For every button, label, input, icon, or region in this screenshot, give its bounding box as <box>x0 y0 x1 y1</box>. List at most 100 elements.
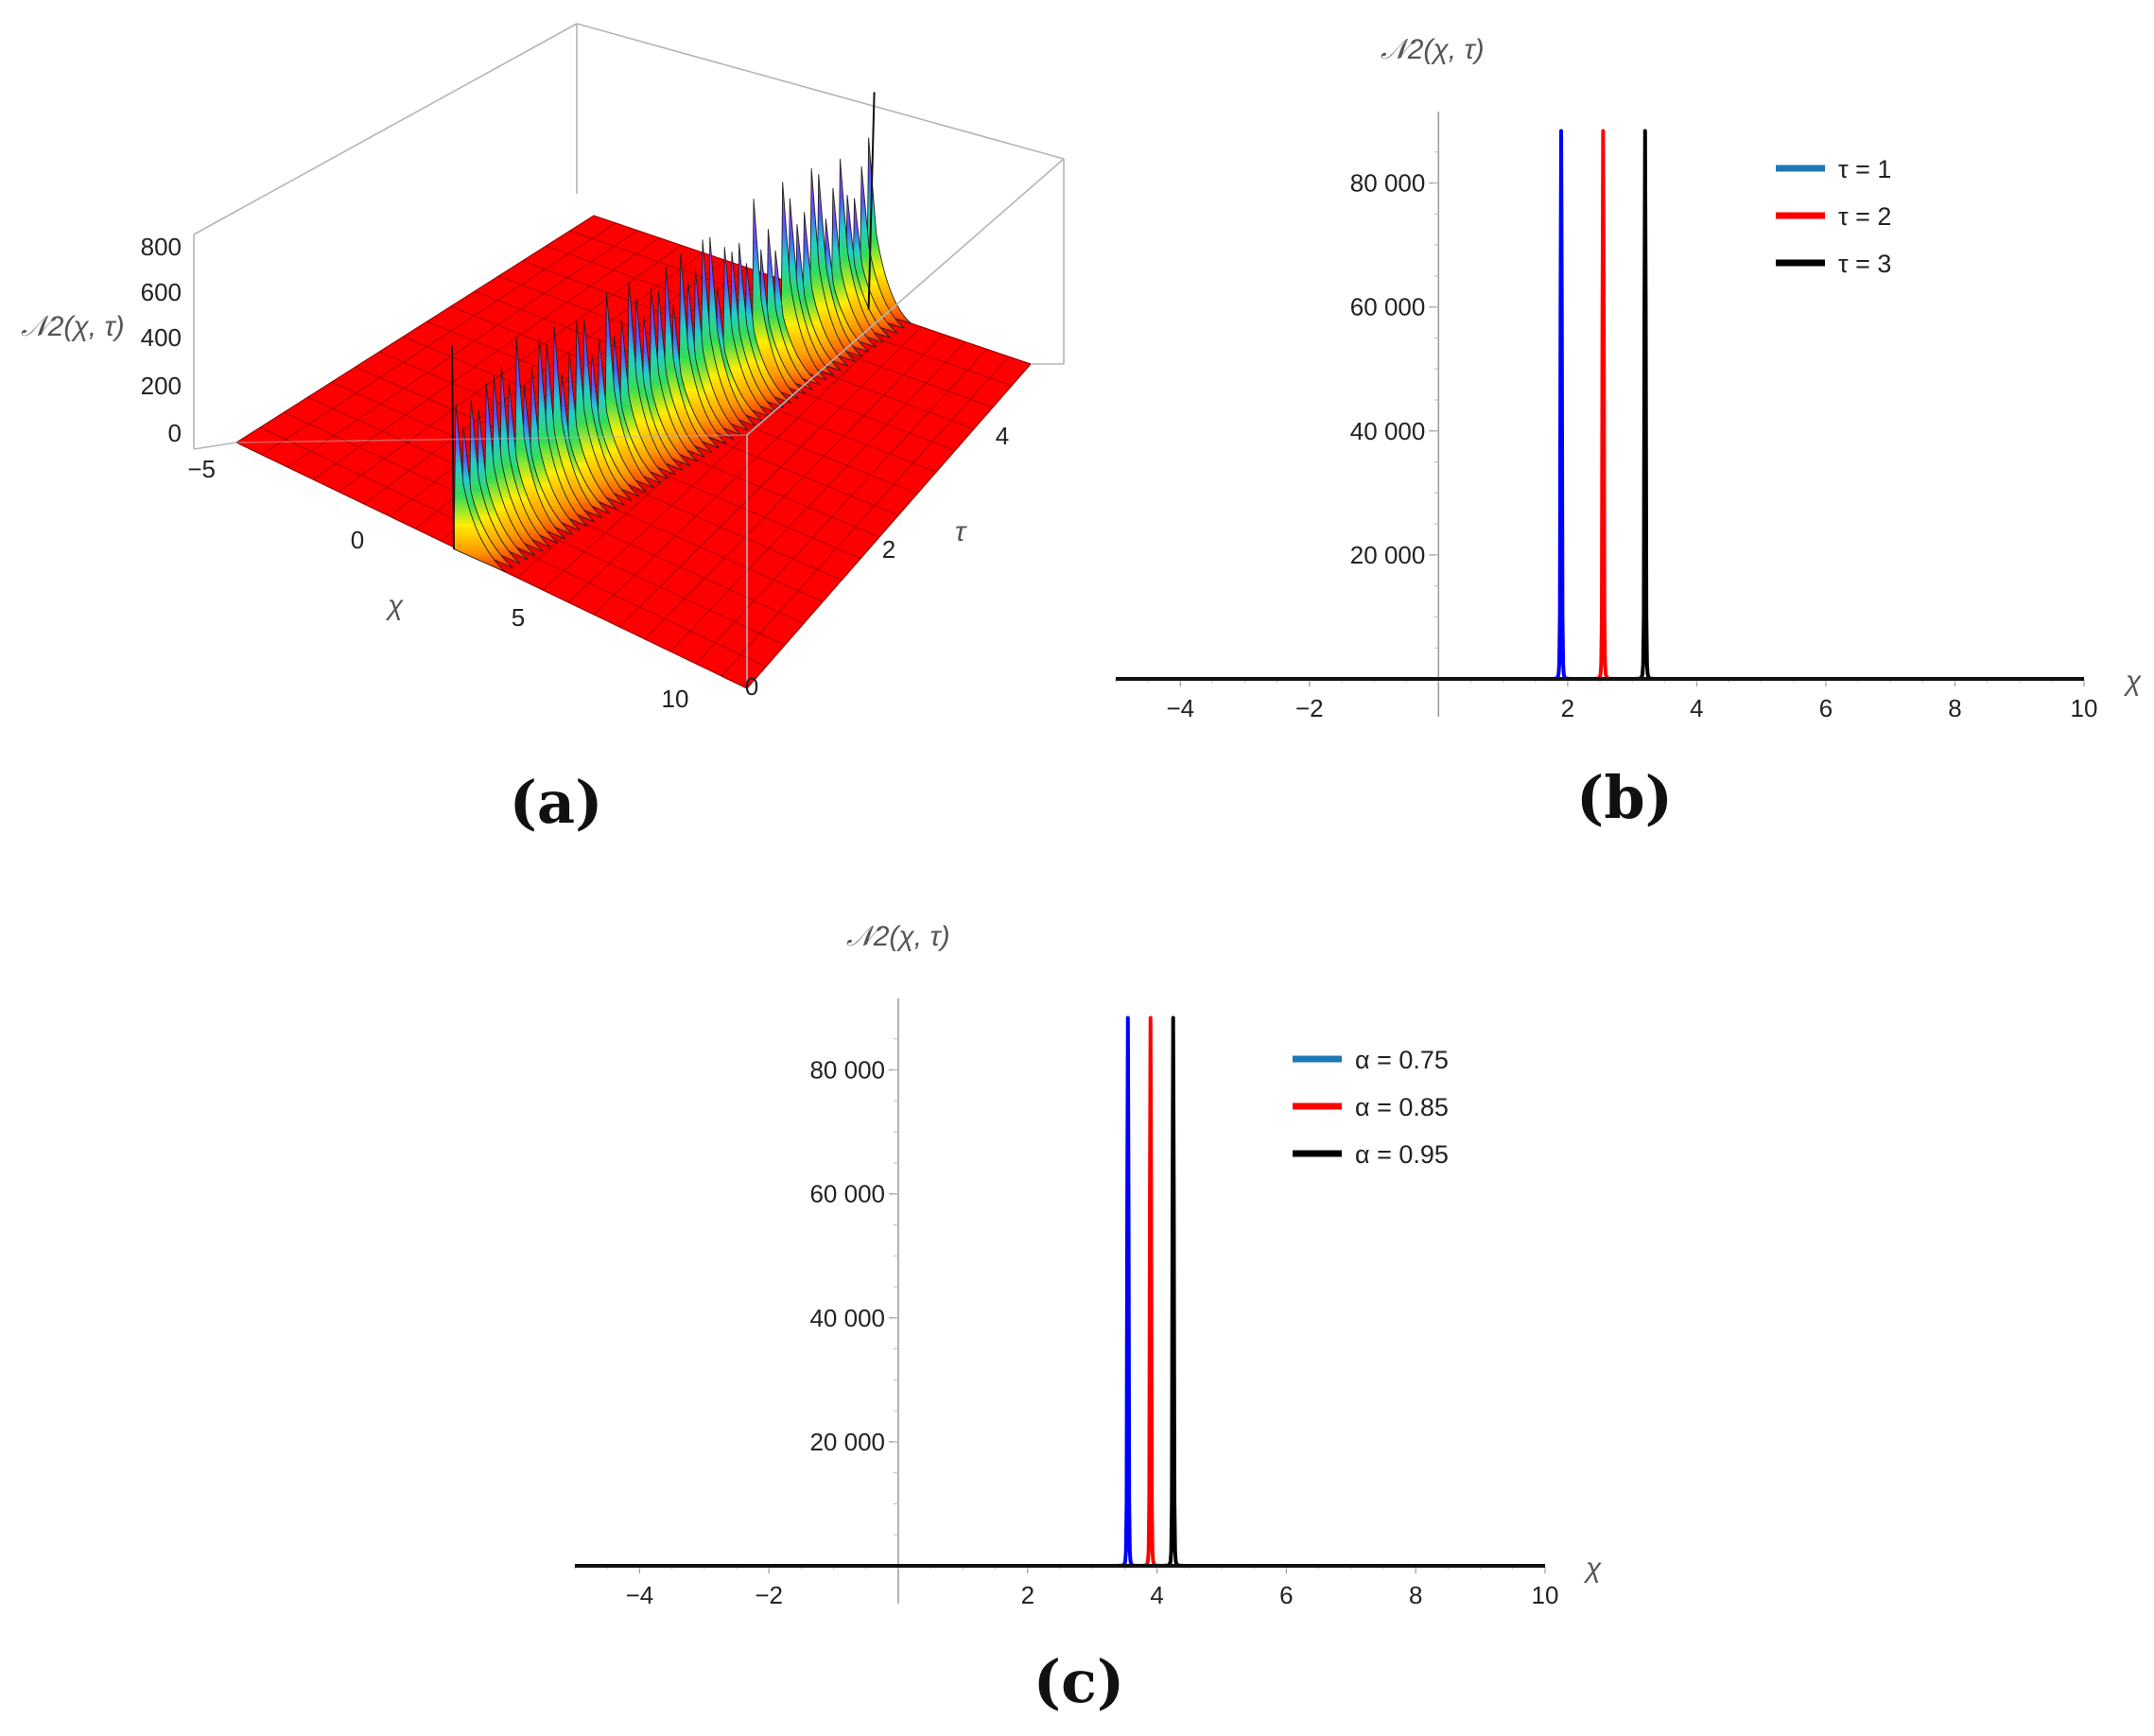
ridge-spike <box>859 165 905 329</box>
grid-line-x <box>721 356 1010 677</box>
ridge-spike <box>453 404 506 573</box>
panel-label-b: (b) <box>1576 763 1673 832</box>
ridge-spike <box>780 182 827 381</box>
x-tick-label: −4 <box>626 1581 654 1609</box>
ridge-spike <box>830 187 877 348</box>
y-tick-label: 40 000 <box>809 1304 885 1332</box>
ridge-spikes <box>451 92 912 573</box>
ridge-spike <box>808 167 856 362</box>
panel-b-series <box>1114 129 2086 681</box>
panel-label-a: (a) <box>510 768 603 837</box>
legend-label: α = 0.85 <box>1355 1093 1449 1121</box>
x-tick-5: 5 <box>512 603 525 632</box>
box-frame-back <box>193 23 1065 449</box>
ridge-edge-back <box>867 92 876 310</box>
grid-line-x <box>618 326 922 628</box>
y-tick-label: 20 000 <box>1350 541 1426 569</box>
y-tick-label: 40 000 <box>1350 417 1426 445</box>
z-tick-200: 200 <box>141 372 182 400</box>
ridge-spike <box>483 383 536 556</box>
ridge-spike <box>866 137 912 324</box>
y-axis: 0 2 4 τ <box>745 422 1009 701</box>
legend-label: α = 0.75 <box>1355 1046 1449 1074</box>
ridge-spike <box>536 337 588 527</box>
ridge-spike <box>604 292 654 489</box>
panel-b-legend: τ = 1 τ = 2 τ = 3 <box>1776 155 1891 278</box>
legend-label: τ = 1 <box>1838 155 1891 183</box>
ridge-spike <box>626 281 676 476</box>
panel-c-y-title: 𝒩2(χ, τ) <box>846 921 950 952</box>
y-tick-2: 2 <box>882 535 895 564</box>
panel-c-legend: α = 0.75 α = 0.85 α = 0.95 <box>1293 1046 1449 1169</box>
x-tick-minus5: −5 <box>187 455 216 483</box>
grid-line-x <box>363 252 704 505</box>
ridge-spike <box>837 159 884 343</box>
x-tick-label: 2 <box>1021 1581 1034 1609</box>
grid-line-x <box>644 334 944 640</box>
grid-line-x <box>746 363 1032 689</box>
panel-c-axes: −4 −2 2 4 6 8 10 20 000 40 000 60 000 80 000 <box>574 998 1559 1609</box>
grid-line-x <box>235 215 595 443</box>
ridge-spike <box>468 400 521 564</box>
grid-line-x <box>338 244 682 493</box>
y-tick-label: 60 000 <box>1350 293 1426 321</box>
ridge-spike <box>574 321 625 506</box>
ridge-spike <box>663 266 713 454</box>
ridge-spike <box>721 247 771 418</box>
grid-line-x <box>695 348 988 665</box>
x-tick-label: 8 <box>1409 1581 1422 1609</box>
z-axis-title: 𝒩2(χ, τ) <box>21 311 125 342</box>
panel-b-x-title: χ <box>2123 666 2142 697</box>
ridge-spike <box>751 199 799 399</box>
ridge-spike <box>649 287 698 462</box>
y-tick-0: 0 <box>745 672 758 701</box>
panel-b-line-chart: −4 −2 2 4 6 8 10 20 000 40 000 60 000 80 000 τ = 1… <box>1114 34 2142 832</box>
series-line <box>1114 129 2086 681</box>
x-tick-label: 6 <box>1819 694 1833 722</box>
x-tick-label: 6 <box>1279 1581 1293 1609</box>
y-tick-label: 80 000 <box>1350 169 1426 198</box>
ridge-spike <box>765 229 813 391</box>
grid-line-x <box>287 230 638 468</box>
y-tick-label: 80 000 <box>809 1056 885 1085</box>
legend-label: τ = 2 <box>1838 202 1891 231</box>
x-tick-label: 4 <box>1150 1581 1163 1609</box>
grid-line-x <box>669 341 966 652</box>
panel-c-x-title: χ <box>1583 1553 1602 1584</box>
ridge-spike <box>700 239 749 431</box>
z-axis: 800 600 400 200 0 𝒩2(χ, τ) <box>21 233 182 447</box>
x-tick-10: 10 <box>662 685 689 713</box>
box-frame-front <box>193 158 1065 688</box>
z-tick-800: 800 <box>141 233 182 261</box>
legend-label: τ = 3 <box>1838 250 1891 278</box>
x-tick-label: −4 <box>1166 694 1194 722</box>
panel-b-y-title: 𝒩2(χ, τ) <box>1381 34 1485 65</box>
x-tick-label: 2 <box>1561 694 1574 722</box>
z-tick-600: 600 <box>141 278 182 306</box>
x-tick-label: 10 <box>1532 1581 1559 1609</box>
z-tick-400: 400 <box>141 323 182 352</box>
grid-line-x <box>261 222 617 456</box>
legend-label: α = 0.95 <box>1355 1140 1449 1169</box>
x-axis-title: χ <box>385 590 404 621</box>
y-axis-title: τ <box>955 516 967 547</box>
y-tick-label: 60 000 <box>809 1180 885 1208</box>
x-tick-label: −2 <box>1295 694 1324 722</box>
ridge-spike <box>513 338 565 540</box>
ridge-spike <box>551 326 603 519</box>
x-tick-label: 8 <box>1948 694 1961 722</box>
x-tick-label: −2 <box>755 1581 783 1609</box>
y-tick-4: 4 <box>996 422 1009 450</box>
panel-b-axes: −4 −2 2 4 6 8 10 20 000 40 000 60 000 80 000 <box>1115 112 2098 722</box>
ridge-spike <box>678 252 727 444</box>
x-axis: −5 0 5 10 χ <box>187 455 688 713</box>
series-line <box>1114 129 2086 681</box>
y-tick-label: 20 000 <box>809 1428 885 1456</box>
panel-c-line-chart: −4 −2 2 4 6 8 10 20 000 40 000 60 000 80 000 α = 0… <box>573 921 1602 1716</box>
panel-label-c: (c) <box>1034 1647 1124 1716</box>
x-tick-label: 10 <box>2071 694 2098 722</box>
z-tick-0: 0 <box>168 419 182 447</box>
panel-c-series <box>573 1016 1547 1568</box>
x-tick-label: 4 <box>1690 694 1703 722</box>
